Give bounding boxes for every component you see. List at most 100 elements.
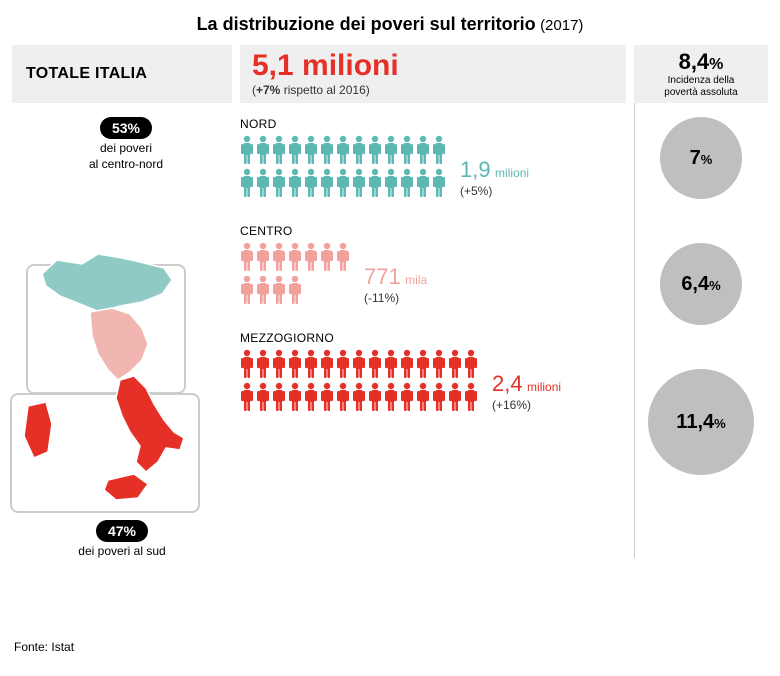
person-icon — [320, 382, 334, 412]
person-icon — [464, 349, 478, 379]
person-icon — [416, 349, 430, 379]
italy-map — [12, 178, 232, 508]
people-row — [240, 349, 478, 379]
incidence-circle: 6,4% — [660, 243, 742, 325]
person-icon — [288, 275, 302, 305]
pill-top-sub2: al centro-nord — [20, 157, 232, 171]
person-icon — [368, 168, 382, 198]
map-sardegna-shape — [24, 402, 52, 458]
header-row: TOTALE ITALIA 5,1 milioni (+7% rispetto … — [0, 45, 780, 103]
person-icon — [352, 168, 366, 198]
person-icon — [288, 349, 302, 379]
people-row — [240, 382, 478, 412]
map-centro-shape — [90, 308, 148, 380]
people-pictogram — [240, 349, 478, 412]
person-icon — [304, 135, 318, 165]
person-icon — [240, 168, 254, 198]
person-icon — [384, 349, 398, 379]
incidence-slab: 8,4% Incidenza della povertà assoluta — [634, 45, 768, 103]
title-bar: La distribuzione dei poveri sul territor… — [0, 0, 780, 45]
person-icon — [432, 349, 446, 379]
person-icon — [400, 382, 414, 412]
body-row: 53% dei poveri al centro-nord 47% de — [0, 103, 780, 558]
person-icon — [384, 135, 398, 165]
incidence-circle: 11,4% — [648, 369, 754, 475]
map-sud-shape — [116, 376, 184, 472]
title-year: (2017) — [540, 17, 583, 34]
people-row — [240, 135, 446, 165]
person-icon — [288, 168, 302, 198]
person-icon — [336, 349, 350, 379]
person-icon — [368, 135, 382, 165]
person-icon — [432, 135, 446, 165]
person-icon — [448, 349, 462, 379]
person-icon — [288, 135, 302, 165]
person-icon — [240, 349, 254, 379]
map-nord-shape — [42, 254, 172, 312]
region-nord: NORD — [240, 117, 626, 198]
person-icon — [336, 382, 350, 412]
region-value: 2,4 milioni (+16%) — [492, 371, 561, 412]
region-label: MEZZOGIORNO — [240, 331, 626, 345]
region-delta: (-11%) — [364, 291, 427, 305]
person-icon — [272, 168, 286, 198]
person-icon — [256, 275, 270, 305]
incidence-value: 8,4% — [634, 49, 768, 75]
headline-slab: 5,1 milioni (+7% rispetto al 2016) — [240, 45, 626, 103]
person-icon — [352, 382, 366, 412]
person-icon — [256, 168, 270, 198]
person-icon — [272, 135, 286, 165]
region-mezzo: MEZZOGIORNO — [240, 331, 626, 412]
person-icon — [240, 275, 254, 305]
region-delta: (+16%) — [492, 398, 561, 412]
pill-top: 53% — [100, 117, 152, 139]
incidence-circle: 7% — [660, 117, 742, 199]
person-icon — [256, 382, 270, 412]
person-icon — [432, 382, 446, 412]
person-icon — [240, 135, 254, 165]
pill-bot-sub: dei poveri al sud — [12, 544, 232, 558]
person-icon — [448, 382, 462, 412]
incidence-label-l2: povertà assoluta — [634, 87, 768, 99]
person-icon — [256, 242, 270, 272]
person-icon — [416, 168, 430, 198]
region-centro: CENTRO — [240, 224, 626, 305]
people-row — [240, 242, 350, 272]
top-pill-block: 53% dei poveri al centro-nord — [20, 117, 232, 172]
totale-italia-slab: TOTALE ITALIA — [12, 45, 232, 103]
region-label: NORD — [240, 117, 626, 131]
person-icon — [272, 242, 286, 272]
incidence-column: 7% 6,4% 11,4% — [634, 103, 768, 558]
people-pictogram — [240, 242, 350, 305]
region-label: CENTRO — [240, 224, 626, 238]
person-icon — [368, 349, 382, 379]
totale-label: TOTALE ITALIA — [26, 65, 147, 83]
headline-value: 5,1 milioni — [252, 51, 614, 81]
person-icon — [336, 168, 350, 198]
bot-pill-block: 47% dei poveri al sud — [12, 520, 232, 558]
person-icon — [240, 242, 254, 272]
person-icon — [400, 135, 414, 165]
person-icon — [304, 349, 318, 379]
person-icon — [320, 135, 334, 165]
incidence-label-l1: Incidenza della — [634, 75, 768, 87]
source-label: Fonte: Istat — [14, 640, 74, 654]
person-icon — [304, 382, 318, 412]
region-delta: (+5%) — [460, 184, 529, 198]
person-icon — [352, 135, 366, 165]
pill-bot: 47% — [96, 520, 148, 542]
people-row — [240, 275, 350, 305]
person-icon — [432, 168, 446, 198]
person-icon — [272, 349, 286, 379]
person-icon — [368, 382, 382, 412]
headline-delta: (+7% rispetto al 2016) — [252, 83, 614, 97]
person-icon — [304, 242, 318, 272]
region-value: 1,9 milioni (+5%) — [460, 157, 529, 198]
person-icon — [256, 349, 270, 379]
person-icon — [304, 168, 318, 198]
person-icon — [400, 168, 414, 198]
left-column: 53% dei poveri al centro-nord 47% de — [12, 103, 232, 558]
person-icon — [384, 168, 398, 198]
person-icon — [240, 382, 254, 412]
person-icon — [272, 275, 286, 305]
